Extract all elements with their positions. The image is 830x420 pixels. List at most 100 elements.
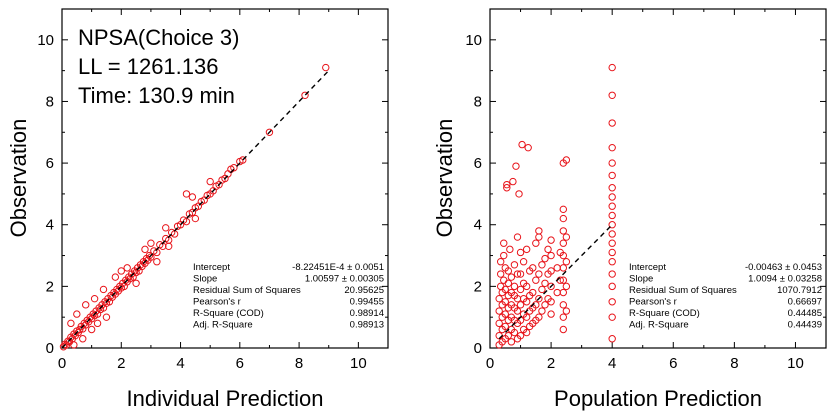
data-point <box>516 270 525 278</box>
data-point <box>562 156 571 164</box>
stats-label: Pearson's r <box>629 297 677 308</box>
data-point <box>301 91 309 99</box>
data-point <box>102 313 111 321</box>
annotation-model: NPSA(Choice 3) <box>78 25 239 50</box>
data-point <box>562 233 571 241</box>
data-point <box>529 264 537 272</box>
data-point <box>608 335 616 343</box>
data-point <box>608 211 616 220</box>
stats-label: Intercept <box>193 262 230 273</box>
data-point <box>608 171 616 180</box>
data-point <box>547 267 555 275</box>
stats-value: 1.0094 ± 0.03258 <box>748 274 822 285</box>
data-point <box>516 285 525 294</box>
data-point <box>504 279 513 287</box>
x-tick-label: 10 <box>787 355 804 372</box>
stats-value: 0.44485 <box>788 308 822 319</box>
data-point <box>495 294 503 303</box>
data-point <box>495 319 503 328</box>
x-axis-label-population: Population Prediction <box>554 386 762 411</box>
data-point <box>117 267 125 275</box>
x-tick-label: 6 <box>669 355 677 372</box>
data-point <box>529 288 537 297</box>
data-point <box>513 233 522 241</box>
data-point <box>496 270 505 278</box>
stats-value: 0.98913 <box>350 320 384 331</box>
stats-label: Adj. R-Square <box>193 320 253 331</box>
data-point <box>522 282 531 291</box>
data-point <box>515 190 523 198</box>
stats-value: -8.22451E-4 ± 0.0051 <box>292 262 384 273</box>
data-point <box>608 221 616 229</box>
x-tick-label: 8 <box>730 355 738 372</box>
data-point <box>608 143 616 152</box>
data-point <box>608 282 616 291</box>
data-point <box>559 264 568 272</box>
y-tick-label: 4 <box>474 217 482 234</box>
plot-frame-individual <box>61 8 389 349</box>
data-point <box>501 310 509 318</box>
data-point <box>132 279 140 287</box>
x-tick-label: 10 <box>350 355 367 372</box>
fit-line-population <box>498 224 613 340</box>
stats-label: Slope <box>193 274 217 285</box>
stats-label: Adj. R-Square <box>629 320 689 331</box>
data-point <box>206 177 214 186</box>
data-point <box>535 233 543 241</box>
stats-label: Pearson's r <box>193 297 241 308</box>
y-tick-label: 2 <box>46 278 54 295</box>
data-point <box>559 214 568 223</box>
data-point <box>522 313 531 321</box>
x-tick-label: 6 <box>236 355 244 372</box>
panel-population: 0 2 4 6 8 10 0 2 4 6 8 10 Intercept -0.00463 ± 0.04… <box>432 8 827 411</box>
data-point <box>230 164 238 172</box>
data-point <box>538 261 546 269</box>
data-point <box>507 338 516 346</box>
stats-label: R-Square (COD) <box>629 308 700 319</box>
stats-value: 0.44439 <box>788 320 822 331</box>
stats-table-population: Intercept -0.00463 ± 0.0453 Slope 1.0094 ± … <box>629 262 822 331</box>
data-point <box>188 193 197 201</box>
y-ticks-individual: 0 2 4 6 8 10 <box>37 32 388 357</box>
data-point <box>164 242 173 251</box>
stats-value: -0.00463 ± 0.0453 <box>745 262 822 273</box>
data-point <box>535 294 543 303</box>
data-point <box>504 331 513 340</box>
data-point <box>501 298 509 306</box>
data-point <box>495 307 503 315</box>
data-point <box>153 258 161 266</box>
data-point <box>547 282 555 291</box>
data-point <box>544 245 552 254</box>
data-point <box>67 319 75 328</box>
data-point <box>538 307 546 315</box>
data-point <box>538 285 546 294</box>
y-tick-label: 8 <box>474 93 482 110</box>
data-point <box>535 270 543 278</box>
data-point <box>532 239 540 247</box>
data-point <box>123 264 131 272</box>
data-point <box>111 273 120 281</box>
data-point <box>509 177 517 186</box>
data-point <box>553 288 561 297</box>
data-point <box>510 328 519 337</box>
x-tick-label: 4 <box>176 355 184 372</box>
panel-individual: 0 2 4 6 8 10 0 2 4 6 8 10 NPSA(Choice 3) LL = 1261… <box>6 8 389 411</box>
data-point <box>541 301 549 309</box>
y-tick-label: 8 <box>46 93 54 110</box>
data-point <box>503 184 511 192</box>
data-point <box>608 258 616 266</box>
stats-value: 0.66697 <box>788 297 822 308</box>
points-individual <box>59 63 330 351</box>
data-point <box>147 253 155 261</box>
data-point <box>559 301 568 309</box>
data-point <box>82 301 90 309</box>
data-point <box>562 282 571 291</box>
data-point <box>162 224 170 232</box>
points-population <box>495 63 616 349</box>
data-point <box>562 258 571 266</box>
data-point <box>559 313 568 321</box>
stats-table-individual: Intercept -8.22451E-4 ± 0.0051 Slope 1.0059… <box>193 262 384 331</box>
data-point <box>547 310 555 318</box>
data-point <box>496 258 505 266</box>
stats-value: 1070.7912 <box>777 285 822 296</box>
